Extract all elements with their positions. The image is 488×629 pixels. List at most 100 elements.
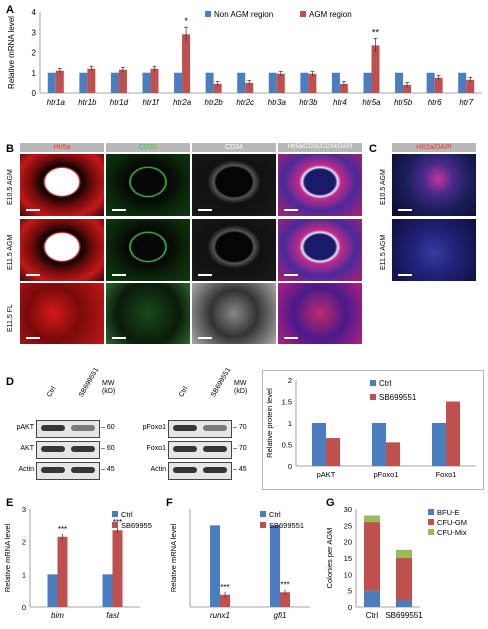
legend-label-sb: SB699551 [379,393,417,402]
y-tick-label: 2 [22,538,26,547]
bar-ctrl [47,574,58,607]
panel-label-d: D [6,376,14,388]
panel-b-image-r2-c2 [106,219,190,281]
x-tick-label: htr2c [236,98,254,107]
bar-non-agm [300,72,309,93]
x-tick-label: htr3a [268,98,287,107]
x-tick-label: htr1b [78,98,97,107]
bar-ctrl [210,525,220,607]
stacked-segment-2 [364,515,380,523]
bar-agm [182,34,191,93]
y-tick-label: 0 [288,462,292,471]
bar-agm [276,73,285,93]
scale-bar [198,274,212,276]
bar-ctrl [372,423,386,466]
bar-agm [87,68,96,93]
y-tick-label: 1 [22,570,26,579]
bar-non-agm [426,72,435,93]
bar-ctrl [102,574,113,607]
panel-b-header-htr5a: Htr5a [20,143,104,152]
panel-d-chart: 0 0.5 1 1.5 2 Relative protein level pAKT pFoxo… [262,370,484,490]
legend-swatch [428,519,434,525]
panel-c-header: Htr2a/DAPI [392,143,476,152]
significance-star: *** [220,583,229,592]
bar-agm [308,73,317,93]
x-tick-label: htr1a [47,98,66,107]
x-tick-label: htr1f [142,98,159,107]
y-tick-label: 10 [344,570,352,579]
panel-label-b: B [6,143,14,155]
panel-a-chart: 0 1 2 3 4 Relative mRNA level htr1a htr1b htr1d h… [7,8,482,107]
bar-agm [466,79,475,93]
blot-akt-band [71,425,95,431]
bar-non-agm [47,72,56,93]
panel-b-header-merge: Htr5a/CD31/CD34/DAPI [278,143,362,152]
blot-akt-membrane [36,420,100,438]
blot-akt-band [71,467,95,473]
y-tick-label: 2 [288,376,292,385]
panel-f-chart: Relative mRNA level *** runx1 *** gfi1 Ctrl SB… [169,509,310,620]
scale-bar [198,337,212,339]
blot-akt-lane-label: Ctrl [46,385,58,399]
blot-akt-mw-label: MW (kD) [102,380,116,395]
bar-treated [280,592,290,607]
bar-agm [213,83,222,93]
x-tick-label: SB699551 [385,611,423,620]
blot-foxo1-membrane [168,441,232,459]
legend-label-agm: AGM region [309,10,352,19]
bar-ctrl [312,423,326,466]
panel-b-image-r2-c3 [192,219,276,281]
x-tick-label: bim [51,611,64,620]
legend-swatch-sb [370,394,376,400]
panel-b-row-label-2: E11.5 AGM [7,234,14,270]
bar-agm [403,84,412,93]
x-tick-label: runx1 [210,611,230,620]
significance-star: * [184,16,188,26]
legend-swatch-ctrl [260,511,266,517]
bar-non-agm [79,72,88,93]
blot-foxo1-band [173,425,197,431]
blot-foxo1-band [203,425,227,431]
panel-c-image-e105 [392,154,476,216]
x-tick-label: gfi1 [274,611,287,620]
stacked-segment-1 [364,522,380,591]
panel-b-image-r1-c3 [192,154,276,216]
y-tick-label: 2 [32,49,37,58]
blot-akt-mw-value: – 45 [101,466,115,473]
bar-agm [245,82,254,93]
y-tick-label: 0 [32,89,37,98]
legend-swatch-non-agm [205,11,211,17]
scale-bar [198,209,212,211]
blot-foxo1-row-label: Actin [150,466,166,473]
legend-swatch-agm [300,11,306,17]
x-tick-label: htr7 [459,98,473,107]
legend-swatch-treated [112,522,118,528]
bar-non-agm [395,72,404,93]
blot-akt-mw-value: – 60 [101,424,115,431]
significance-star: *** [280,580,289,589]
scale-bar [26,274,40,276]
bar-non-agm [268,72,277,93]
x-tick-label: Ctrl [366,611,379,620]
scale-bar [112,337,126,339]
blot-akt-membrane [36,462,100,480]
y-tick-label: 15 [344,554,352,563]
panel-label-c: C [369,143,377,155]
blot-foxo1-row-label: pFoxo1 [142,424,166,431]
blot-akt-band [41,446,65,452]
y-tick-label: 4 [32,8,37,17]
y-tick-label: 1 [288,419,292,428]
x-tick-label: htr5b [394,98,413,107]
bar-agm [434,77,443,93]
panel-label-e: E [6,497,14,509]
bar-agm [371,45,380,93]
blot-foxo1-lane-label: Ctrl [178,385,190,399]
panel-b-image-r2-c1 [20,219,104,281]
legend-swatch [428,529,434,535]
bar-non-agm [458,72,467,93]
panel-b-image-r3-c3 [192,283,276,344]
bar-agm [150,68,159,93]
y-tick-label: 0 [22,603,26,612]
blot-foxo1-band [203,446,227,452]
